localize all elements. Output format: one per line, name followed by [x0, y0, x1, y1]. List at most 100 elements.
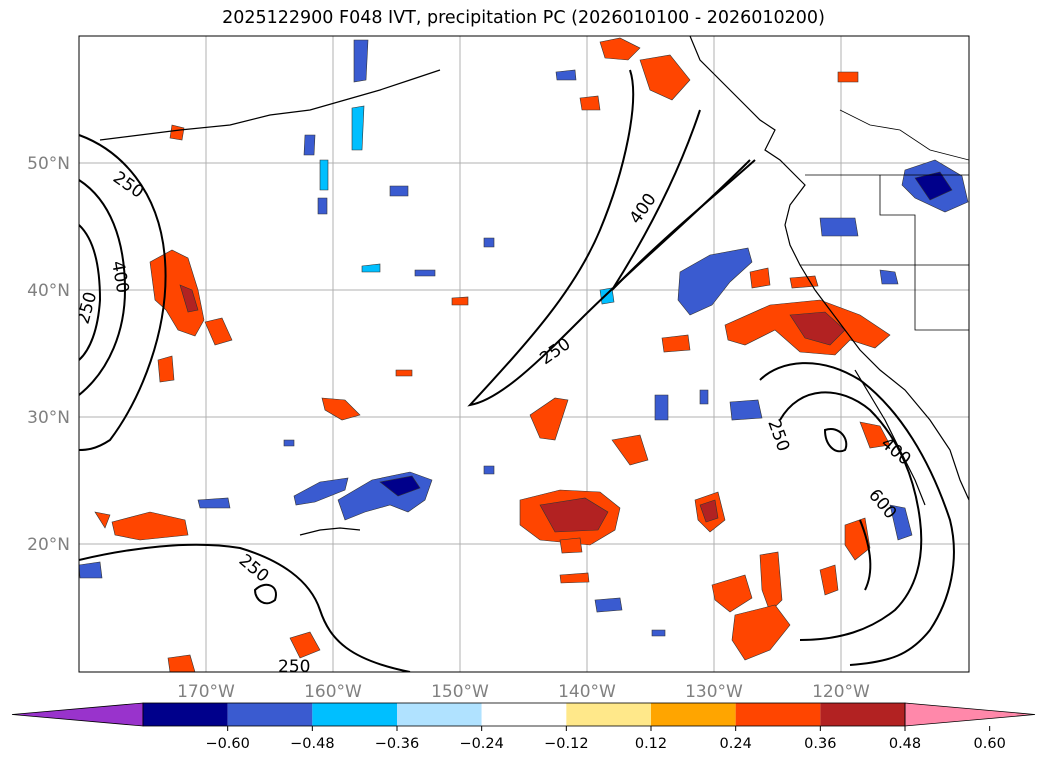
colorbar-segment: [397, 703, 482, 726]
precip-patch: [914, 171, 953, 201]
precip-patch: [167, 654, 196, 672]
precip-patch: [559, 572, 590, 584]
province-border: [839, 109, 969, 161]
precip-positive-patches: [94, 37, 891, 672]
precip-patch: [149, 249, 205, 337]
precip-patch: [579, 95, 601, 111]
precip-patch: [859, 421, 891, 449]
colorbar-extend-low: [11, 702, 144, 727]
precip-patch: [749, 267, 771, 289]
precip-patch: [879, 269, 899, 285]
precip-negative-patches: [79, 39, 969, 637]
precip-patch: [729, 399, 763, 421]
colorbar-segment: [820, 703, 905, 726]
north-america-coast: [689, 36, 969, 501]
colorbar-segment: [566, 703, 651, 726]
precip-patch: [654, 394, 669, 421]
precip-patch: [539, 497, 609, 533]
ivt-contour-250-west: [79, 134, 167, 451]
precip-patch: [639, 54, 691, 101]
precip-patch: [819, 217, 859, 237]
colorbar: −0.60 −0.48 −0.36 −0.24 −0.12 0.12 0.24 0.36 0.4…: [11, 702, 1036, 752]
state-borders: [800, 264, 969, 331]
lat-label: 40°N: [27, 281, 70, 301]
precip-patch: [94, 511, 111, 529]
precip-patch: [483, 465, 495, 475]
lon-label: 130°W: [685, 682, 743, 702]
lon-label: 160°W: [304, 682, 362, 702]
precip-patch: [283, 439, 295, 447]
colorbar-ticks: −0.60 −0.48 −0.36 −0.24 −0.12 0.12 0.24 0.36 0.4…: [205, 726, 1006, 752]
lat-label: 20°N: [27, 535, 70, 555]
precip-patch: [179, 284, 199, 313]
precip-patch: [789, 275, 819, 289]
precip-patch: [317, 197, 328, 215]
precip-patch: [529, 397, 569, 441]
hawaii-islands: [299, 527, 361, 536]
ivt-contour-inner-west: [79, 224, 102, 361]
precip-patch: [321, 397, 361, 421]
ivt-contours: [79, 69, 955, 672]
precip-patch: [599, 37, 641, 61]
latitude-labels: 50°N 40°N 30°N 20°N: [27, 154, 70, 555]
precip-patch: [389, 185, 409, 197]
precip-patch: [819, 564, 839, 596]
precip-patch: [611, 434, 649, 466]
colorbar-tick-label: 0.60: [974, 736, 1006, 752]
precip-patch: [204, 317, 233, 346]
colorbar-segment: [735, 703, 821, 726]
precip-patch: [889, 504, 913, 541]
precip-patch: [361, 263, 381, 273]
ivt-contour-400-east: [779, 391, 923, 641]
ivt-contour-400-west: [79, 179, 127, 396]
ivt-contour-closed-small: [823, 428, 848, 453]
precip-patch: [837, 71, 859, 83]
map-frame: [78, 35, 970, 673]
precip-patch: [379, 475, 421, 497]
state-borders: [879, 175, 969, 266]
precip-patch: [789, 311, 846, 346]
colorbar-tick-label: −0.24: [459, 736, 503, 752]
lon-label: 140°W: [558, 682, 616, 702]
precip-patch: [483, 237, 495, 248]
precip-patch: [699, 499, 719, 523]
colorbar-segment: [227, 703, 313, 726]
graticule: [79, 36, 969, 672]
precip-patch: [559, 537, 583, 554]
aleutian-islands: [99, 69, 441, 141]
ivt-contour-400-ar: [611, 109, 756, 291]
map-plot-area: 250 400 250 400 250 250 400 600 250 250: [79, 36, 969, 672]
colorbar-segment: [143, 703, 228, 726]
coastlines: [99, 36, 969, 536]
borders: [800, 109, 969, 331]
ivt-contour-closed-south: [253, 583, 277, 605]
precip-patch: [661, 334, 691, 353]
precip-patch: [677, 247, 753, 316]
lat-label: 50°N: [27, 154, 70, 174]
colorbar-tick-label: −0.36: [375, 736, 419, 752]
precip-patch: [197, 497, 231, 509]
precip-patch: [711, 574, 753, 613]
colorbar-segment: [481, 703, 567, 726]
colorbar-segment: [651, 703, 736, 726]
lat-label: 30°N: [27, 408, 70, 428]
precip-patch: [353, 39, 369, 83]
map-title: 2025122900 F048 IVT, precipitation PC (2…: [222, 8, 825, 28]
longitude-labels: 170°W 160°W 150°W 140°W 130°W 120°W: [177, 682, 870, 702]
colorbar-segments: [11, 702, 1036, 727]
colorbar-tick-label: 0.36: [804, 736, 836, 752]
precip-patch: [594, 597, 623, 613]
colorbar-tick-label: 0.48: [889, 736, 921, 752]
lon-label: 170°W: [177, 682, 235, 702]
precip-patch: [79, 561, 103, 579]
lon-label: 150°W: [431, 682, 489, 702]
precip-patch: [293, 477, 349, 506]
colorbar-frame: [142, 702, 906, 727]
colorbar-segment: [312, 703, 397, 726]
precip-patch: [731, 604, 791, 661]
precip-patch: [169, 124, 185, 141]
colorbar-tick-label: −0.60: [205, 736, 249, 752]
precip-patch: [289, 631, 321, 659]
precip-patch: [351, 105, 365, 151]
ivt-contour-250-east: [759, 362, 955, 666]
